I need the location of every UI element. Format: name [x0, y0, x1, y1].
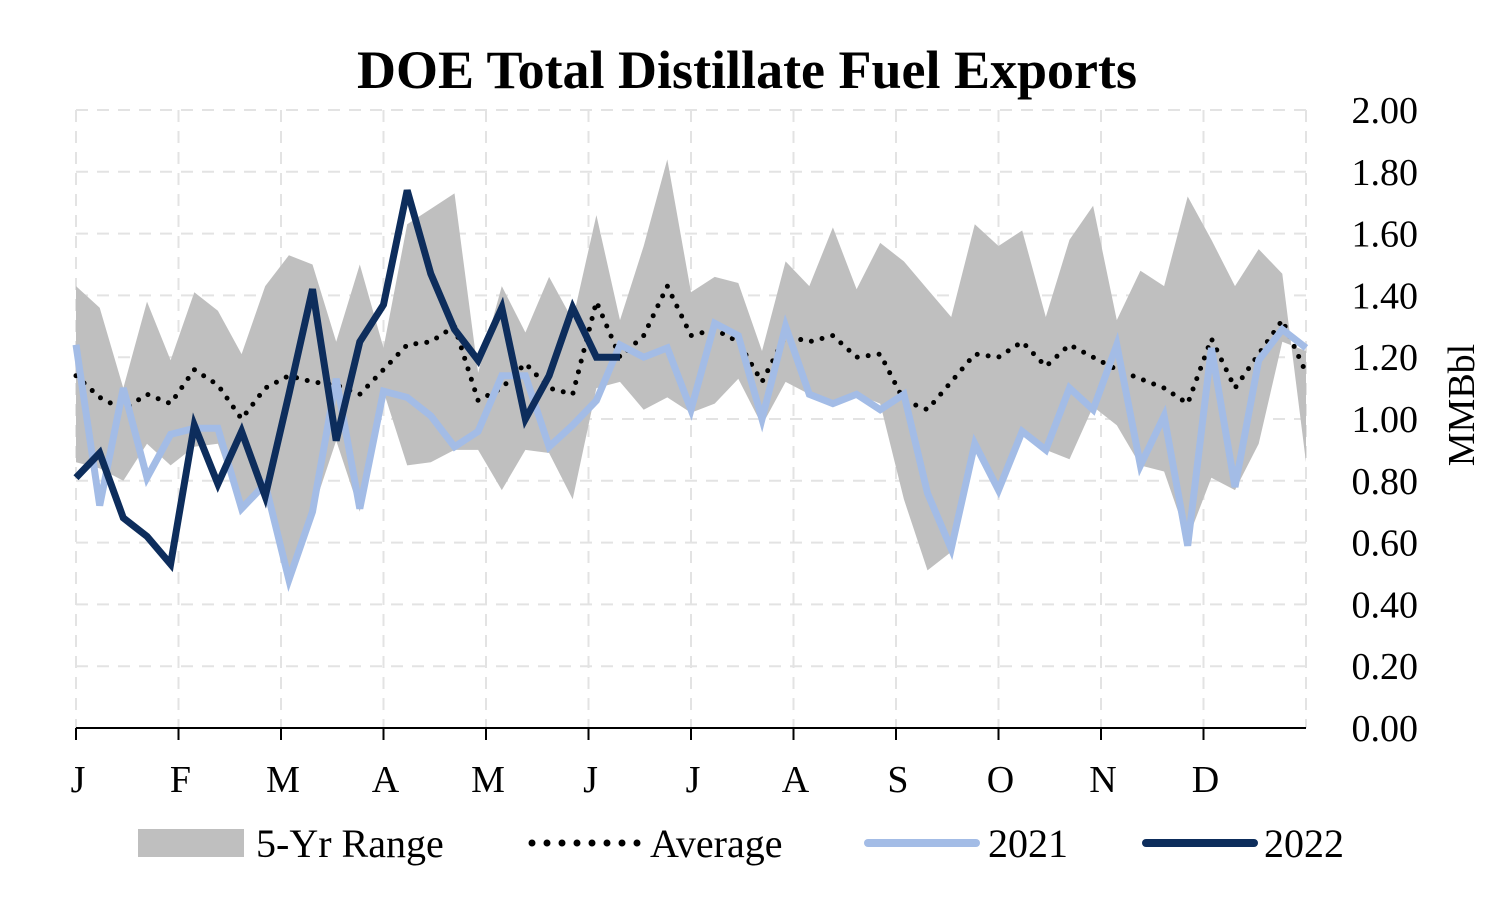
- y-tick-label: 1.60: [1352, 214, 1419, 256]
- line-2021: [72, 314, 1309, 592]
- y-tick-label: 0.40: [1352, 584, 1419, 626]
- y-tick-label: 1.80: [1352, 152, 1419, 194]
- legend-label-2021: 2021: [988, 821, 1068, 866]
- y-tick-label: 1.00: [1352, 399, 1419, 441]
- x-tick-label: A: [372, 759, 400, 801]
- y-tick-label: 0.20: [1352, 646, 1419, 688]
- legend-label-range: 5-Yr Range: [256, 821, 444, 866]
- legend-label-average: Average: [650, 821, 783, 866]
- x-tick-label: J: [583, 759, 598, 801]
- average-series: [73, 283, 1309, 422]
- y-axis-label: MMBbl: [1441, 344, 1483, 466]
- x-tick-label: M: [266, 759, 300, 801]
- series-2021: [72, 314, 1309, 592]
- y-tick-label: 0.60: [1352, 523, 1419, 565]
- y-tick-label: 0.00: [1352, 708, 1419, 750]
- y-tick-label: 1.20: [1352, 337, 1419, 379]
- x-tick-label: N: [1089, 759, 1116, 801]
- x-tick-label: F: [170, 759, 191, 801]
- legend-label-2022: 2022: [1264, 821, 1344, 866]
- chart-title: DOE Total Distillate Fuel Exports: [357, 40, 1137, 100]
- x-tick-label: J: [71, 759, 86, 801]
- five-year-range-band: [76, 159, 1306, 580]
- y-tick-label: 2.00: [1352, 90, 1419, 132]
- x-tick-label: O: [987, 759, 1014, 801]
- legend-swatch-range: [138, 829, 244, 857]
- line-2022: [73, 189, 620, 573]
- x-tick-label: S: [887, 759, 908, 801]
- average-line: [73, 283, 1309, 422]
- x-tick-label: A: [782, 759, 810, 801]
- legend: 5-Yr Range Average 2021 2022: [138, 821, 1344, 866]
- y-tick-label: 1.40: [1352, 275, 1419, 317]
- x-tick-label: M: [471, 759, 505, 801]
- x-tick-label: J: [686, 759, 701, 801]
- series-2022: [73, 189, 620, 573]
- y-tick-label: 0.80: [1352, 461, 1419, 503]
- five-year-range-area: [76, 159, 1306, 580]
- x-tick-label: D: [1192, 759, 1219, 801]
- y-axis-tick-labels: 0.00 0.20 0.40 0.60 0.80 1.00 1.20 1.40 1.60 1.80…: [1352, 90, 1419, 750]
